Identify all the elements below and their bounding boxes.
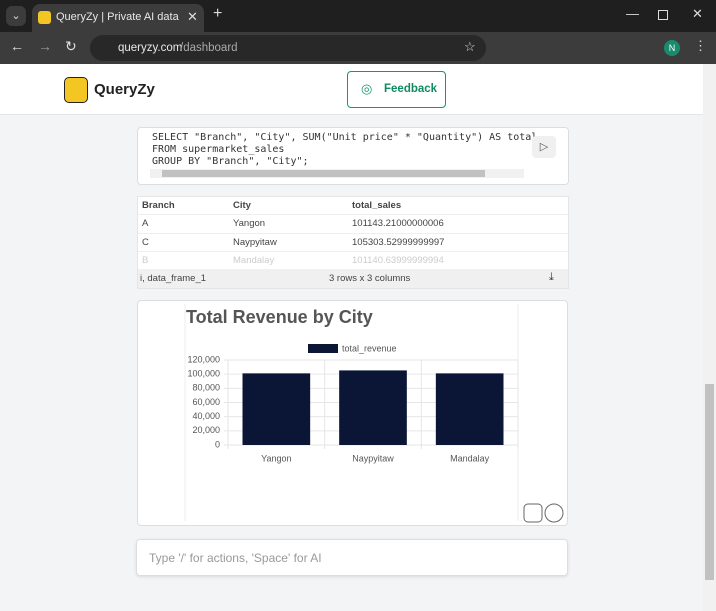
y-tick-label: 60,000 bbox=[192, 397, 220, 407]
cell: Naypyitaw bbox=[233, 237, 277, 248]
command-input[interactable]: Type '/' for actions, 'Space' for AI bbox=[136, 539, 568, 576]
frame-shape: 3 rows x 3 columns bbox=[329, 273, 411, 284]
bar bbox=[339, 370, 407, 445]
cell: 101140.63999999994 bbox=[352, 255, 444, 266]
scroll-thumb[interactable] bbox=[705, 384, 714, 580]
sql-line: SELECT "Branch", "City", SUM("Unit price… bbox=[152, 132, 544, 143]
menu[interactable]: ⋮ bbox=[694, 38, 707, 53]
url-path: /dashboard bbox=[180, 42, 238, 54]
legend-label: total_revenue bbox=[342, 343, 397, 353]
y-tick-label: 40,000 bbox=[192, 411, 220, 421]
x-tick-label: Yangon bbox=[261, 453, 291, 463]
save-image[interactable] bbox=[523, 503, 543, 523]
frame-name: i, data_frame_1 bbox=[140, 273, 207, 284]
brand: QueryZy bbox=[94, 81, 155, 98]
url-host: queryzy.com bbox=[118, 42, 183, 54]
reload[interactable]: ↻ bbox=[65, 38, 77, 54]
cell: Yangon bbox=[233, 218, 266, 229]
download[interactable]: ⤓ bbox=[549, 271, 554, 283]
maximize[interactable] bbox=[658, 10, 668, 20]
cell: C bbox=[142, 237, 149, 248]
y-tick-label: 80,000 bbox=[192, 383, 220, 393]
logo bbox=[64, 77, 88, 103]
column-header: total_sales bbox=[352, 200, 402, 211]
h-scrollbar bbox=[150, 169, 524, 178]
address-bar[interactable]: queryzy.com /dashboard ☆ bbox=[90, 35, 486, 61]
toolbar: ← → ↻ queryzy.com /dashboard ☆ N ⋮ bbox=[0, 32, 716, 64]
settings[interactable] bbox=[544, 503, 564, 523]
result-table: Branch City total_sales A Yangon 101143.… bbox=[137, 196, 569, 289]
scrollbar bbox=[703, 64, 716, 611]
x-tick-label: Naypyitaw bbox=[352, 453, 394, 463]
sql-cell[interactable]: SELECT "Branch", "City", SUM("Unit price… bbox=[137, 127, 569, 185]
bar bbox=[242, 373, 311, 445]
active-tab[interactable]: QueryZy | Private AI data analys ✕ bbox=[32, 4, 204, 32]
column-header: Branch bbox=[142, 200, 175, 211]
feedback-label: Feedback bbox=[384, 83, 438, 95]
app-header: QueryZy ◎ Feedback bbox=[0, 64, 703, 115]
sql-line: GROUP BY "Branch", "City"; bbox=[152, 156, 309, 167]
cell: Mandalay bbox=[233, 255, 275, 266]
y-tick-label: 20,000 bbox=[192, 425, 220, 435]
y-tick-label: 120,000 bbox=[187, 354, 220, 364]
feedback-button[interactable]: ◎ Feedback bbox=[347, 71, 446, 108]
new-tab[interactable]: + bbox=[213, 5, 223, 22]
x-tick-label: Mandalay bbox=[450, 453, 490, 463]
cell: A bbox=[142, 218, 149, 229]
tab-strip: ⌄ QueryZy | Private AI data analys ✕ + —… bbox=[0, 0, 716, 32]
cell: 105303.52999999997 bbox=[352, 237, 445, 248]
tab-menu[interactable]: ⌄ bbox=[6, 6, 26, 26]
bar bbox=[435, 373, 504, 445]
minimize[interactable]: — bbox=[626, 6, 639, 21]
y-tick-label: 100,000 bbox=[187, 369, 220, 379]
table-footer: i, data_frame_1 3 rows x 3 columns ⤓ bbox=[138, 269, 568, 288]
bookmark[interactable]: ☆ bbox=[464, 39, 476, 54]
tab-close[interactable]: ✕ bbox=[187, 9, 198, 24]
run-button[interactable]: ▷ bbox=[532, 136, 556, 158]
column-header: City bbox=[233, 200, 251, 211]
favicon bbox=[38, 11, 51, 24]
legend-swatch bbox=[308, 344, 338, 353]
cell: B bbox=[142, 255, 149, 266]
sql-line: FROM supermarket_sales bbox=[152, 144, 285, 155]
h-scroll-thumb[interactable] bbox=[162, 170, 485, 177]
cell: 101143.21000000006 bbox=[352, 218, 444, 229]
placeholder: Type '/' for actions, 'Space' for AI bbox=[149, 551, 322, 565]
close-window[interactable]: ✕ bbox=[692, 6, 703, 21]
tab-title: QueryZy | Private AI data analys bbox=[56, 11, 182, 23]
chart-title: Total Revenue by City bbox=[186, 307, 373, 327]
forward[interactable]: → bbox=[38, 38, 52, 54]
back[interactable]: ← bbox=[10, 38, 24, 54]
y-tick-label: 0 bbox=[215, 439, 220, 449]
profile[interactable]: N bbox=[664, 40, 680, 56]
